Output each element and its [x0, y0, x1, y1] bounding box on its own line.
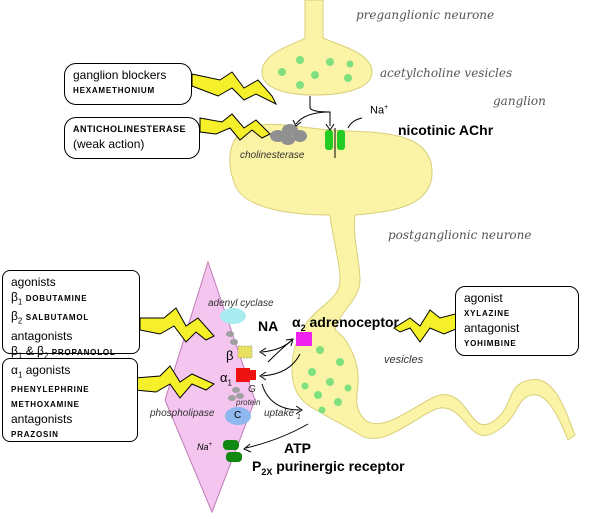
acetylcholine-vesicles	[278, 56, 354, 89]
weak-action-label: (weak action)	[73, 137, 145, 151]
na-plus-bottom-label: Na+	[197, 442, 213, 452]
g-label: G	[248, 384, 256, 395]
beta-receptor	[237, 345, 253, 359]
g-protein	[226, 331, 244, 401]
beta-label: β	[226, 348, 234, 363]
adenyl-cyclase	[220, 308, 246, 324]
alpha1-drugs-box: α1 agonists PHENYLEPHRINE METHOXAMINE an…	[2, 358, 138, 442]
postganglionic-neurone	[229, 123, 576, 441]
beta2-agonist-row: β2 SALBUTAMOL	[11, 309, 90, 326]
uptake-label: uptake 1	[264, 408, 301, 421]
nicotinic-label: nicotinic AChr	[398, 122, 494, 138]
beta-antagonists-heading: antagonists	[11, 328, 73, 343]
anticholinesterase-box: ANTICHOLINESTERASE (weak action)	[64, 117, 200, 159]
ganglion-blockers-box: ganglion blockers HEXAMETHONIUM	[64, 63, 192, 105]
xylazine-label: XYLAZINE	[464, 309, 510, 318]
prazosin-label: PRAZOSIN	[11, 430, 59, 440]
preganglionic-axon	[261, 0, 373, 96]
cholinesterase-label: cholinesterase	[240, 150, 305, 161]
beta1-agonist-row: β1 DOBUTAMINE	[11, 290, 88, 307]
p2x-receptor	[223, 440, 242, 462]
ganglion-blockers-title: ganglion blockers	[73, 68, 167, 82]
cholinesterase-blob	[270, 124, 307, 145]
alpha2-adrenoceptor-label: α2 adrenoceptor	[292, 314, 399, 333]
alpha2-antagonist-heading: antagonist	[464, 321, 520, 335]
nicotinic-receptor	[325, 128, 345, 158]
protein-label: protein	[236, 398, 261, 407]
vesicles-label: vesicles	[384, 354, 424, 366]
phenylephrine-label: PHENYLEPHRINE	[11, 385, 90, 395]
noradrenaline-vesicles	[301, 346, 352, 414]
c-label: C	[234, 410, 242, 421]
ach-release-arrows	[292, 96, 363, 131]
alpha1-agonists-heading: α1 agonists	[11, 363, 71, 380]
transmitter-arrows	[243, 338, 309, 453]
alpha1-antagonists-heading: antagonists	[11, 412, 73, 427]
atp-label: ATP	[284, 440, 311, 456]
preganglionic-label: preganglionic neurone	[356, 8, 495, 22]
postganglionic-label: postganglionic neurone	[388, 228, 532, 242]
drug-action-bolts	[134, 71, 464, 399]
alpha2-drugs-box: agonist XYLAZINE antagonist YOHIMBINE	[455, 286, 579, 356]
na-plus-top-label: Na+	[370, 104, 389, 117]
ach-vesicles-label: acetylcholine vesicles	[380, 66, 513, 80]
yohimbine-label: YOHIMBINE	[464, 339, 517, 348]
alpha1-label: α1	[220, 370, 232, 388]
p2x-purinergic-label: P2X purinergic receptor	[252, 458, 405, 477]
phospholipase-label: phospholipase	[150, 408, 215, 419]
na-label: NA	[258, 318, 279, 334]
alpha2-receptor	[296, 332, 312, 346]
beta-agonists-heading: agonists	[11, 275, 56, 289]
hexamethonium-label: HEXAMETHONIUM	[73, 86, 155, 95]
alpha1-receptor	[236, 368, 256, 382]
ganglion-label: ganglion	[493, 94, 546, 108]
methoxamine-label: METHOXAMINE	[11, 400, 80, 410]
anticholinesterase-title: ANTICHOLINESTERASE	[73, 124, 187, 134]
beta-antagonist-row: β1 & β2 PROPANOLOL	[11, 343, 116, 361]
adenyl-cyclase-label: adenyl cyclase	[208, 298, 274, 309]
beta-drugs-box: agonists β1 DOBUTAMINE β2 SALBUTAMOL ant…	[2, 270, 140, 360]
alpha2-agonist-heading: agonist	[464, 291, 503, 305]
phospholipase-c	[225, 407, 251, 425]
